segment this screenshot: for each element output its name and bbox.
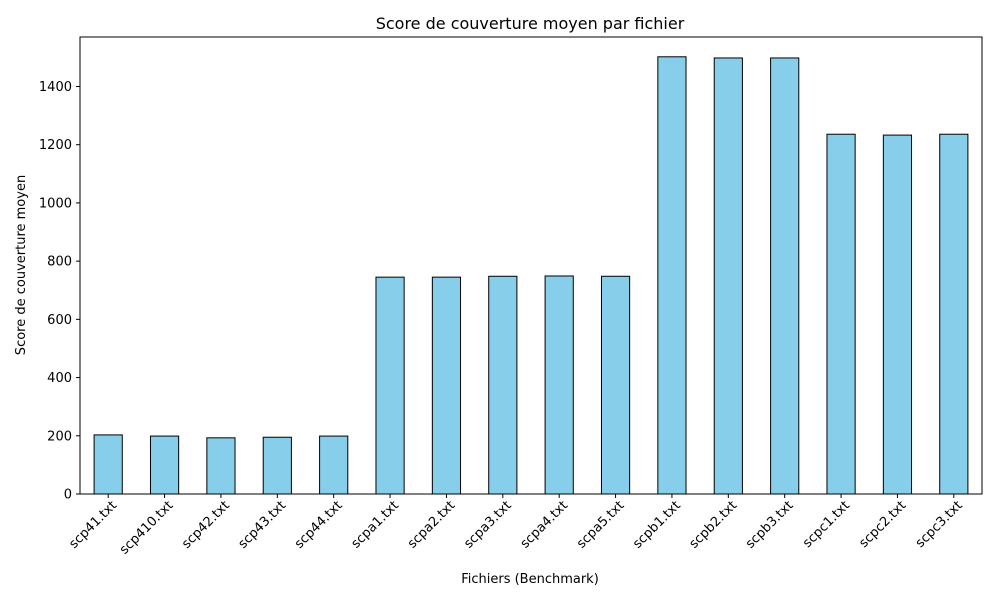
bar-scpc1 <box>826 133 856 495</box>
x-tick-label: scpb2.txt <box>687 498 741 552</box>
x-axis-label: Fichiers (Benchmark) <box>461 572 599 587</box>
chart-title: Score de couverture moyen par fichier <box>376 14 685 33</box>
y-tick-label: 1000 <box>39 196 72 211</box>
bar-scpb2 <box>713 57 743 495</box>
x-tick-label: scpb3.txt <box>743 498 797 552</box>
x-tick-label: scpa4.txt <box>518 498 571 551</box>
bar-scp410 <box>149 435 180 495</box>
x-tick-label: scpb1.txt <box>630 498 684 552</box>
y-tick-label: 0 <box>64 488 72 503</box>
x-tick-label: scpa2.txt <box>405 498 458 551</box>
plot-frame <box>79 36 983 495</box>
bar-scp44 <box>319 435 349 495</box>
y-tick-label: 1200 <box>39 138 72 153</box>
bar-scpc2 <box>882 134 913 495</box>
x-tick-label: scpa5.txt <box>574 498 627 551</box>
y-tick-label: 400 <box>47 371 72 386</box>
y-tick-label: 800 <box>47 255 72 270</box>
bar-scp43 <box>262 436 292 495</box>
y-tick-label: 600 <box>47 313 72 328</box>
y-tick-label: 1400 <box>39 80 72 95</box>
bars-group <box>93 56 969 495</box>
x-tick-label: scpa1.txt <box>349 498 402 551</box>
x-tick-label: scp410.txt <box>117 498 176 557</box>
y-axis-ticks: 0 200 400 600 800 1000 1200 1400 <box>39 80 80 503</box>
x-tick-label: scp42.txt <box>179 498 233 552</box>
bar-scpb1 <box>657 56 687 495</box>
y-tick-label: 200 <box>47 429 72 444</box>
x-tick-label: scp43.txt <box>236 498 290 552</box>
bar-scp41 <box>93 434 123 495</box>
x-tick-label: scpc2.txt <box>856 498 909 551</box>
x-tick-label: scp44.txt <box>292 498 346 552</box>
x-tick-label: scpa3.txt <box>461 498 514 551</box>
bar-scpb3 <box>770 57 800 495</box>
bar-scp42 <box>206 437 236 495</box>
x-tick-label: scpc3.txt <box>913 498 966 551</box>
x-tick-label: scpc1.txt <box>800 498 853 551</box>
bar-scpa4 <box>544 275 574 495</box>
x-tick-label: scp41.txt <box>66 498 120 552</box>
bar-scpa3 <box>488 275 518 495</box>
y-axis-label: Score de couverture moyen <box>14 175 29 355</box>
bar-scpa5 <box>600 275 631 495</box>
bar-scpa2 <box>431 276 462 495</box>
bar-scpc3 <box>939 133 969 495</box>
bar-scpa1 <box>375 276 405 495</box>
